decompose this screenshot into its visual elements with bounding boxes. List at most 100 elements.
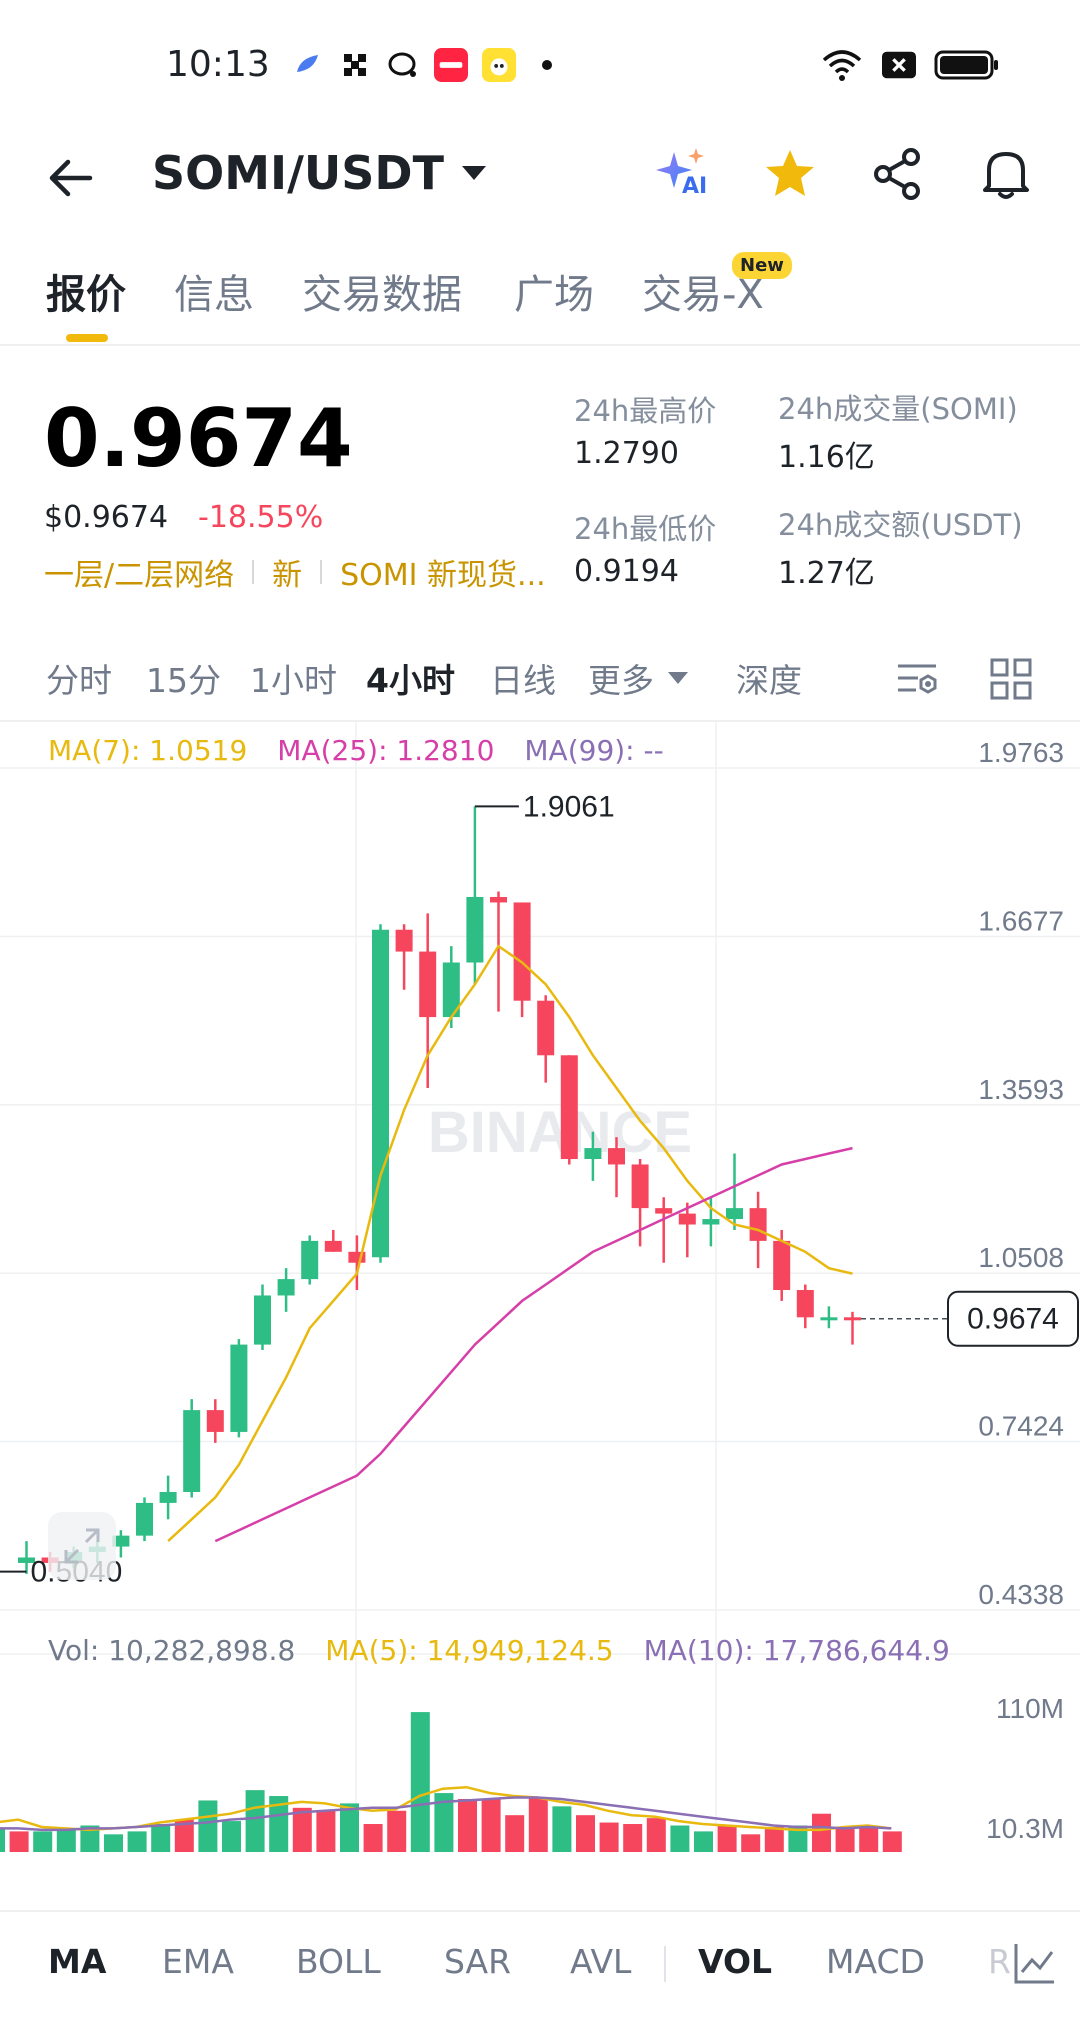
candle-up: [159, 1491, 177, 1503]
volume-bar: [151, 1824, 171, 1852]
volume-legend: Vol: 10,282,898.8 MA(5): 14,949,124.5 MA…: [48, 1634, 950, 1667]
candle-down: [796, 1290, 814, 1318]
interval-1d[interactable]: 日线: [490, 661, 556, 700]
tab-quote[interactable]: 报价: [46, 272, 126, 318]
tag-divider: [320, 560, 323, 584]
candle-up: [277, 1279, 295, 1296]
usd-price: $0.9674: [44, 500, 169, 535]
volume-bar: [434, 1793, 454, 1852]
pair-selector[interactable]: SOMI/USDT: [152, 146, 488, 200]
bell-icon: [983, 152, 1029, 199]
amount-value: 1.27亿: [778, 556, 875, 591]
interval-more[interactable]: 更多: [588, 654, 690, 702]
interval-depth[interactable]: 深度: [736, 661, 802, 700]
line-chart-icon: [1014, 1944, 1054, 1984]
active-tab-indicator: [66, 334, 108, 342]
interval-15m[interactable]: 15分: [146, 661, 221, 700]
tab-trading-data[interactable]: 交易数据: [302, 272, 462, 318]
tab-square[interactable]: 广场: [514, 272, 594, 318]
amount-label: 24h成交额(USDT): [778, 508, 1023, 542]
indicator-ema[interactable]: EMA: [162, 1942, 234, 1981]
arrow-left-icon: [49, 159, 93, 197]
share-button[interactable]: [868, 144, 928, 204]
tag-row: 一层/二层网络 新 SOMI 新现货...: [44, 550, 546, 594]
candle-down: [844, 1317, 861, 1321]
volume-bar: [56, 1828, 76, 1852]
tag-spot[interactable]: SOMI 新现货...: [340, 558, 546, 593]
dot-icon: [530, 48, 564, 82]
tag-layer[interactable]: 一层/二层网络: [44, 558, 235, 593]
indicator-ma[interactable]: MA: [48, 1942, 107, 1981]
volume-bar: [764, 1826, 784, 1852]
volume-bar: [576, 1815, 595, 1852]
indicator-sar[interactable]: SAR: [444, 1942, 512, 1981]
volume-bar: [410, 1712, 430, 1852]
y-tick-label: 1.6677: [978, 905, 1064, 936]
favorite-button[interactable]: [760, 144, 820, 204]
volume-bar: [245, 1790, 265, 1852]
volume-bar: [340, 1803, 359, 1852]
volume-bar: [104, 1834, 123, 1852]
sim-icon: [882, 48, 916, 82]
fullscreen-button[interactable]: [48, 1512, 116, 1580]
interval-4h[interactable]: 4小时: [366, 661, 455, 700]
volume-bar: [9, 1831, 29, 1852]
ai-sparkle-icon: [656, 148, 704, 188]
status-icons-right: [820, 48, 1000, 82]
high-value: 1.2790: [574, 436, 679, 471]
low-label: 24h最低价: [574, 512, 717, 546]
last-price-label: 0.9674: [967, 1303, 1059, 1336]
vol-tick-label: 10.3M: [986, 1813, 1064, 1844]
status-time: 10:13: [166, 44, 270, 85]
indicator-vol[interactable]: VOL: [698, 1942, 773, 1981]
watermark: BINANCE: [428, 1100, 692, 1165]
new-badge: New: [732, 252, 792, 279]
y-tick-label: 1.9763: [978, 737, 1064, 768]
candle-down: [348, 1251, 366, 1263]
candle-down: [324, 1240, 342, 1252]
candles: [18, 806, 861, 1574]
indicator-chart-button[interactable]: [1012, 1940, 1058, 1990]
ma25-line: [214, 1146, 853, 1543]
volume-bar: [127, 1831, 147, 1852]
share-icon: [874, 148, 920, 200]
candle-down: [773, 1240, 791, 1291]
volume-bar: [387, 1810, 407, 1852]
volume-bar: [882, 1831, 902, 1852]
volume-bar: [316, 1810, 336, 1852]
tag-divider: [252, 560, 255, 584]
volume-bar: [33, 1831, 53, 1852]
y-axis-labels: 1.9763 1.6677 1.3593 1.0508 0.7424 0.4338: [978, 737, 1064, 1610]
volume-bar: [292, 1807, 312, 1852]
ai-button[interactable]: AI: [652, 144, 712, 204]
indicator-macd[interactable]: MACD: [826, 1942, 925, 1981]
indicator-divider: [664, 1946, 666, 1982]
chart-grid: [0, 722, 1080, 1852]
wifi-icon: [820, 48, 864, 82]
tab-trade-x[interactable]: 交易-X: [642, 272, 764, 318]
chart-settings-button[interactable]: [894, 656, 940, 706]
candle-up: [372, 929, 389, 1258]
y-tick-label: 1.0508: [978, 1242, 1064, 1273]
bird-icon: [290, 48, 324, 82]
candle-up: [183, 1410, 201, 1492]
interval-1h[interactable]: 1小时: [250, 661, 337, 700]
candle-down: [678, 1213, 696, 1225]
tab-info[interactable]: 信息: [174, 272, 254, 318]
alert-button[interactable]: [976, 144, 1036, 204]
candle-down: [490, 896, 507, 903]
tag-new[interactable]: 新: [272, 558, 303, 593]
indicator-avl[interactable]: AVL: [570, 1942, 632, 1981]
volume-bar: [0, 1828, 5, 1852]
kline-chart[interactable]: BINANCE 1.9763 1.6677 1.3593 1.0508 0.7424 0.…: [0, 722, 1080, 1872]
interval-bar: 分时 15分 1小时 4小时 日线 更多 深度: [0, 648, 1080, 722]
indicator-boll[interactable]: BOLL: [296, 1942, 381, 1981]
back-button[interactable]: [44, 150, 104, 206]
volume-value: 1.16亿: [778, 440, 875, 475]
interval-line[interactable]: 分时: [46, 661, 112, 700]
volume-bar: [505, 1815, 525, 1852]
layout-grid-button[interactable]: [988, 656, 1034, 706]
volume-bar: [80, 1825, 100, 1852]
indicator-r[interactable]: R: [988, 1942, 1011, 1981]
candle-up: [726, 1208, 743, 1220]
